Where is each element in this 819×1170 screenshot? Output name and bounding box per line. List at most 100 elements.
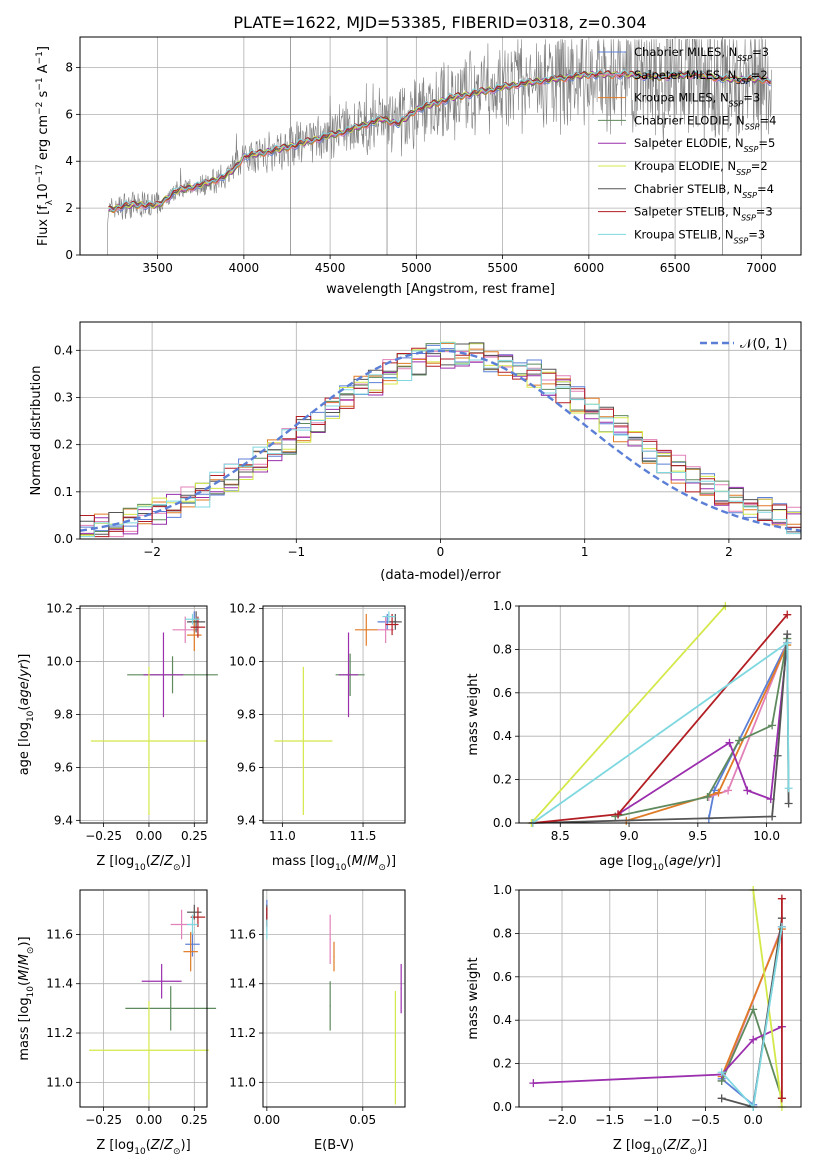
label-part: )]	[711, 854, 721, 869]
legend-tail: =3	[743, 91, 760, 105]
weight-marker	[614, 810, 623, 819]
weight-series	[614, 638, 792, 819]
legend-entry: Salpeter STELIB, NSSP=3	[634, 205, 773, 223]
x-tick-label: 10.0	[753, 829, 780, 843]
error-bar-point	[187, 611, 206, 633]
x-tick-label: −1	[287, 545, 305, 559]
residual-histograms-plot-area	[79, 341, 802, 538]
label-part: 10	[26, 986, 36, 998]
y-tick-label: 0.4	[493, 1013, 512, 1027]
x-axis-label: (data-model)/error	[380, 568, 501, 583]
axes-frame	[79, 321, 802, 540]
error-bar-point	[172, 616, 198, 644]
label-part: Flux [f	[36, 205, 51, 246]
label-part: (	[664, 854, 669, 869]
label-part: Z [log	[96, 1138, 134, 1153]
legend-tail: =3	[756, 205, 773, 219]
label-part: ⊙	[173, 1147, 181, 1157]
error-bar-point	[190, 907, 206, 927]
y-tick-label: 1.0	[493, 599, 512, 613]
weight-marker	[777, 922, 786, 931]
y-tick-label: 9.8	[54, 708, 73, 722]
legend-text: Chabrier ELODIE, N	[634, 113, 745, 127]
label-part: Z [log	[613, 1138, 651, 1153]
x-axis-label: Z [log10(Z/Z⊙)]	[96, 1138, 190, 1157]
y-tick-label: 10.0	[46, 655, 73, 669]
label-part: /	[693, 854, 698, 869]
weight-marker	[714, 788, 723, 797]
error-bar-point	[329, 981, 331, 1031]
y-axis-label: Normed distribution	[29, 366, 44, 496]
legend-text: Kroupa STELIB, N	[634, 227, 734, 241]
label-part: )]	[17, 654, 32, 664]
y-tick-label: 11.4	[46, 977, 73, 991]
y-tick-label: 9.4	[54, 813, 73, 827]
weight-line	[752, 889, 783, 1108]
x-tick-label: 4000	[229, 261, 260, 275]
label-part: s	[36, 90, 51, 101]
x-tick-label: 0.05	[349, 1113, 376, 1127]
legend-sub: SSP	[734, 236, 749, 245]
weight-marker	[777, 894, 786, 903]
age-vs-metallicity-panel: −0.25 0.00 0.259.49.69.810.010.2Z [log10(Z…	[17, 602, 218, 873]
legend-entry: Salpeter ELODIE, NSSP=5	[634, 136, 775, 154]
y-tick-label: 6	[65, 107, 73, 121]
legend-tail: =4	[760, 113, 777, 127]
weight-marker	[717, 1094, 726, 1103]
spectrum-panel: 3500 4000 4500 5000 5500 6000 6500 7000 0 2 4 6 8 wav…	[35, 36, 802, 297]
weight-marker	[725, 738, 734, 747]
y-axis-label: mass weight	[466, 957, 481, 1039]
x-tick-label: 3500	[142, 261, 173, 275]
label-part: 10	[651, 1147, 663, 1157]
error-bar-point	[354, 613, 378, 646]
x-tick-label: 5000	[401, 261, 432, 275]
label-part: 10	[36, 183, 51, 200]
label-part: −1	[35, 51, 45, 64]
legend-text: Salpeter STELIB, N	[634, 205, 741, 219]
label-part: )]	[386, 854, 396, 869]
error-bar-point	[385, 613, 399, 636]
axes-frame	[262, 605, 406, 824]
label-part: M	[367, 854, 378, 869]
label-part: Z	[666, 1138, 677, 1153]
error-bar-point	[394, 991, 397, 1105]
legend-text: Chabrier MILES, N	[634, 45, 737, 59]
weight-marker	[773, 751, 782, 760]
y-axis-label: age [log10(age/yr)]	[17, 654, 36, 776]
y-axis-label: mass [log10(M/M⊙)]	[17, 936, 36, 1060]
label-part: Z	[163, 1138, 174, 1153]
x-tick-label: 8.5	[551, 829, 570, 843]
label-part: (	[17, 981, 32, 986]
error-bar-point	[143, 632, 184, 718]
weight-marker	[717, 1068, 726, 1077]
label-part: yr	[17, 662, 32, 678]
mass-weight-vs-age-plot-area	[527, 602, 793, 827]
weight-marker	[768, 812, 777, 821]
y-tick-label: 11.6	[229, 927, 256, 941]
legend-entry: Chabrier ELODIE, NSSP=4	[634, 113, 776, 130]
label-part: )]	[17, 936, 32, 946]
legend-entry: Chabrier STELIB, NSSP=4	[634, 182, 774, 200]
label-part: −17	[35, 164, 45, 183]
legend-sub: SSP	[736, 76, 751, 85]
axes-frame	[79, 36, 802, 256]
label-part: M	[352, 854, 363, 869]
legend-entry: Salpeter MILES, NSSP=2	[634, 68, 768, 86]
legend-sub: SSP	[745, 122, 760, 131]
error-bar-point	[185, 931, 200, 957]
legend-text: Salpeter MILES, N	[634, 68, 736, 82]
weight-line	[720, 928, 783, 1077]
y-tick-label: 0.6	[493, 970, 512, 984]
axes-frame	[518, 889, 802, 1108]
label-part: /	[363, 854, 368, 869]
weight-line	[532, 634, 790, 824]
x-tick-label: 6000	[574, 261, 605, 275]
weight-marker	[783, 610, 792, 619]
y-tick-label: 0.2	[493, 773, 512, 787]
y-tick-label: 2	[65, 201, 73, 215]
x-tick-label: 0.0	[744, 1113, 763, 1127]
label-part: age	[17, 681, 32, 705]
weight-marker	[703, 792, 712, 801]
